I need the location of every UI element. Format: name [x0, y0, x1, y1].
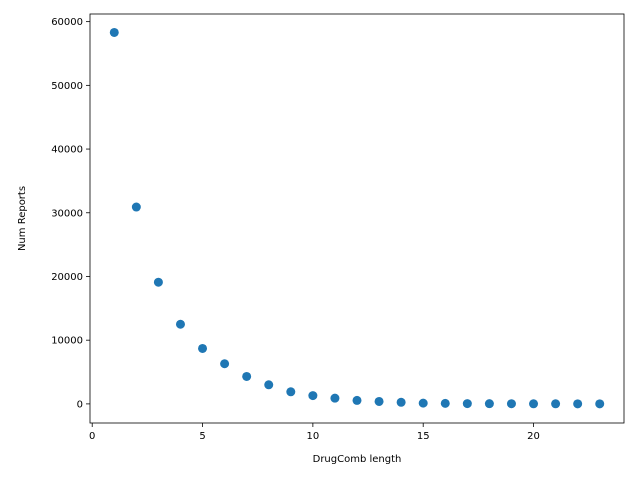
data-point	[264, 380, 274, 390]
y-axis-label: Num Reports	[17, 186, 28, 251]
y-axis-ticks: 0 10000 20000 30000 40000 50000 60000	[51, 17, 90, 410]
data-point	[330, 393, 340, 403]
data-point	[374, 396, 384, 406]
plot-frame	[89, 13, 625, 424]
data-point	[396, 397, 406, 407]
data-point	[595, 399, 605, 409]
data-point	[506, 399, 516, 409]
x-axis-ticks: 0 5 10 15 20	[89, 423, 540, 442]
data-point	[440, 398, 450, 408]
x-tick-label: 20	[527, 431, 540, 442]
y-tick-label: 10000	[51, 336, 83, 347]
y-tick-label: 20000	[51, 272, 83, 283]
y-tick-label: 0	[77, 399, 83, 410]
data-point	[242, 371, 252, 381]
y-tick-label: 40000	[51, 145, 83, 156]
data-point	[529, 399, 539, 409]
data-point	[462, 399, 472, 409]
x-tick-label: 10	[307, 431, 320, 442]
data-point	[198, 343, 208, 353]
data-point	[573, 399, 583, 409]
data-point	[175, 319, 185, 329]
y-tick-label: 30000	[51, 208, 83, 219]
x-tick-label: 15	[417, 431, 430, 442]
x-tick-label: 0	[89, 431, 95, 442]
data-point	[131, 202, 141, 212]
data-point	[220, 359, 230, 369]
data-point	[418, 398, 428, 408]
data-point	[286, 387, 296, 397]
data-point	[109, 27, 119, 37]
data-point	[551, 399, 561, 409]
data-point	[484, 399, 494, 409]
data-point	[153, 277, 163, 287]
data-points	[109, 27, 605, 409]
y-tick-label: 60000	[51, 17, 83, 28]
data-point	[308, 391, 318, 401]
x-axis-label: DrugComb length	[313, 454, 402, 465]
x-tick-label: 5	[199, 431, 205, 442]
data-point	[352, 395, 362, 405]
y-tick-label: 50000	[51, 81, 83, 92]
